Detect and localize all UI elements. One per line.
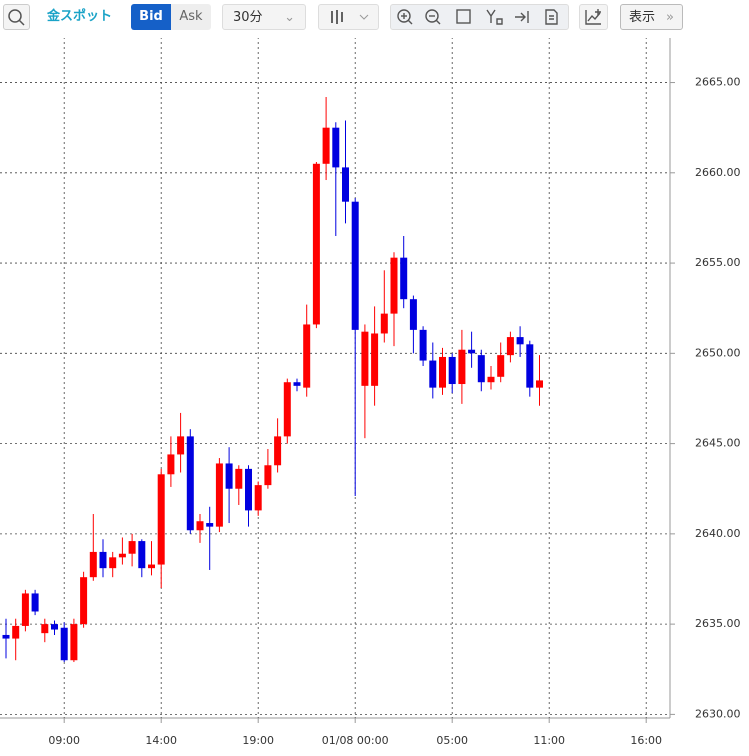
- candle-body: [60, 627, 68, 661]
- x-tick-label: 19:00: [242, 734, 274, 747]
- x-tick-label: 09:00: [48, 734, 80, 747]
- y-tick-label: 2640.00: [695, 527, 741, 540]
- candle-body: [70, 624, 78, 661]
- y-tick-label: 2630.00: [695, 707, 741, 720]
- search-button[interactable]: [3, 4, 30, 30]
- candle-body: [167, 454, 175, 475]
- candle-body: [468, 349, 476, 354]
- candle-body: [41, 624, 49, 634]
- candle-body: [245, 468, 252, 511]
- candle-body: [303, 324, 311, 388]
- candle-body: [118, 553, 126, 558]
- candle-body: [497, 355, 505, 377]
- candle-body: [351, 201, 359, 330]
- candle-body: [429, 360, 437, 388]
- candle-body: [264, 465, 272, 486]
- dropdown-arrow: »: [666, 10, 674, 25]
- candle-body: [99, 551, 107, 569]
- candle-body: [283, 382, 291, 437]
- candle-body: [225, 463, 233, 489]
- candle-body: [12, 625, 20, 639]
- candle-body: [2, 634, 10, 639]
- candle-body: [506, 337, 514, 356]
- x-tick-label: 11:00: [533, 734, 565, 747]
- candle-body: [322, 127, 330, 164]
- display-button[interactable]: 表示 »: [620, 4, 683, 30]
- candle-body: [80, 577, 88, 625]
- candle-body: [312, 163, 320, 325]
- x-tick-label: 01/08 00:00: [322, 734, 389, 747]
- candle-body: [196, 521, 204, 531]
- candle-body: [516, 337, 524, 345]
- y-tick-label: 2635.00: [695, 617, 741, 630]
- symbol[interactable]: 金スポット: [47, 9, 113, 24]
- candle-body: [458, 349, 466, 385]
- candle-body: [371, 333, 379, 386]
- tool-group: [390, 4, 569, 30]
- bid-button[interactable]: Bid: [131, 4, 171, 30]
- candle-body: [235, 468, 243, 489]
- candle-body: [536, 380, 543, 388]
- tool-icons: [397, 9, 558, 25]
- candle-body: [390, 257, 398, 314]
- candle-body: [439, 356, 446, 388]
- candle-body: [419, 329, 427, 361]
- candle-body: [342, 167, 349, 202]
- candle-body: [157, 474, 165, 565]
- chart-type-select[interactable]: [318, 4, 379, 30]
- x-tick-label: 14:00: [145, 734, 177, 747]
- x-tick-label: 05:00: [436, 734, 468, 747]
- candle-body: [487, 376, 495, 383]
- candle-body: [177, 436, 185, 455]
- candle-body: [128, 541, 136, 554]
- search-icon: [8, 9, 25, 26]
- display-label: 表示: [629, 10, 656, 25]
- x-tick-label: 16:00: [630, 734, 662, 747]
- candle-body: [448, 356, 456, 385]
- candle-body: [400, 257, 408, 300]
- interval-label: 30分: [233, 10, 263, 25]
- add-indicator-button[interactable]: [579, 4, 608, 30]
- chart: 2630.00 2635.00 2640.00 2645.00 2650.00 2655.…: [0, 38, 741, 747]
- candle-body: [332, 127, 340, 168]
- candle-body: [526, 344, 534, 388]
- dropdown-arrow: ⌄: [284, 10, 295, 25]
- indicator-icon: [585, 9, 601, 25]
- y-tick-label: 2655.00: [695, 256, 741, 269]
- candle-body: [274, 436, 282, 466]
- y-tick-label: 2665.00: [695, 76, 741, 89]
- candle-icon: [331, 10, 369, 24]
- candle-body: [293, 382, 301, 386]
- candle-body: [138, 541, 146, 569]
- candle-body: [380, 313, 388, 334]
- candle-body: [215, 463, 223, 527]
- candle-body: [21, 593, 29, 626]
- candle-body: [89, 551, 97, 578]
- candle-body: [31, 593, 39, 612]
- y-tick-label: 2645.00: [695, 437, 741, 450]
- candle-body: [477, 355, 485, 383]
- y-tick-label: 2660.00: [695, 166, 741, 179]
- y-tick-label: 2650.00: [695, 346, 741, 359]
- candle-body: [361, 331, 369, 386]
- candle-body: [254, 485, 262, 511]
- candle-body: [409, 299, 417, 330]
- candle-body: [109, 557, 117, 569]
- candle-body: [186, 436, 194, 531]
- candle-body: [148, 564, 155, 569]
- candle-body: [206, 523, 214, 527]
- candle-body: [51, 624, 58, 630]
- ask-button[interactable]: Ask: [171, 4, 211, 30]
- interval-select[interactable]: 30分 ⌄: [222, 4, 306, 30]
